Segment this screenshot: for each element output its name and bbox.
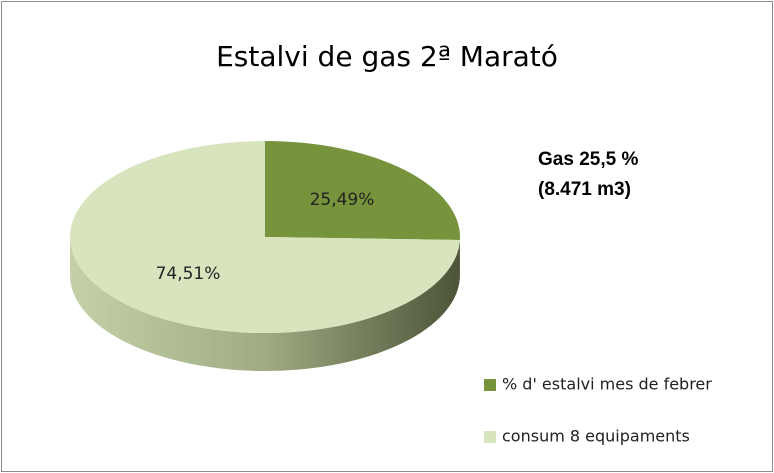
- legend-swatch: [484, 379, 496, 391]
- legend-label: % d' estalvi mes de febrer: [502, 375, 712, 394]
- slice-side: [70, 237, 460, 371]
- chart-title: Estalvi de gas 2ª Marató: [216, 40, 558, 73]
- data-label: 25,49%: [310, 190, 375, 210]
- data-label: 74,51%: [156, 264, 221, 284]
- slice: [265, 141, 460, 240]
- legend-swatch: [484, 431, 496, 443]
- annotation: (8.471 m3): [538, 179, 631, 200]
- annotation: Gas 25,5 %: [538, 149, 638, 170]
- slice: [70, 141, 460, 333]
- legend-label: consum 8 equipaments: [502, 427, 690, 446]
